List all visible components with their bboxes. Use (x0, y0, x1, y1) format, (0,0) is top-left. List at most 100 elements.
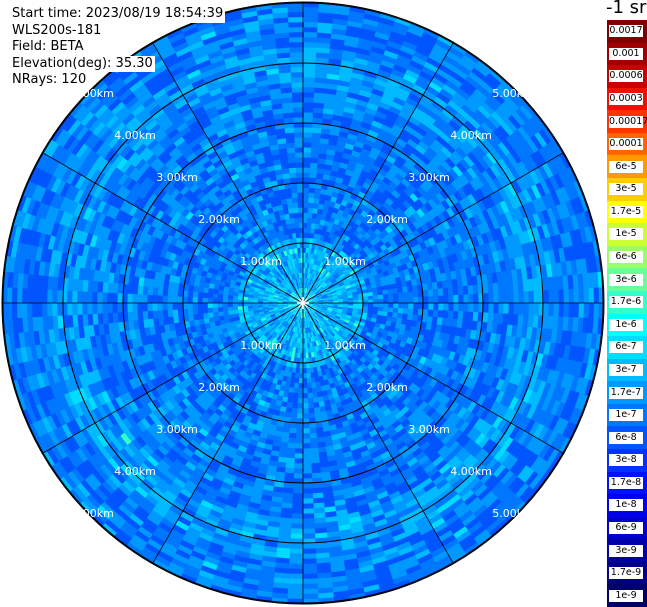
data-cell (303, 282, 306, 288)
data-cell (296, 306, 301, 312)
data-cell (302, 438, 311, 445)
data-cell (297, 403, 303, 409)
data-cell (307, 299, 314, 302)
data-cell (388, 303, 394, 309)
data-cell (116, 302, 123, 313)
data-cell (292, 483, 303, 490)
data-cell (306, 282, 309, 289)
data-cell (302, 403, 309, 409)
data-cell (312, 304, 319, 306)
data-cell (312, 299, 319, 302)
data-cell (302, 443, 311, 450)
data-cell (312, 298, 319, 301)
data-cell (300, 318, 303, 324)
data-cell (314, 290, 320, 295)
data-cell (311, 308, 317, 313)
data-cell (298, 373, 303, 379)
data-cell (207, 302, 213, 308)
data-cell (287, 298, 294, 301)
data-cell (311, 307, 318, 311)
data-cell (299, 307, 302, 314)
data-cell (298, 207, 304, 213)
data-cell (295, 438, 303, 445)
data-cell (313, 303, 319, 305)
data-cell (305, 352, 309, 359)
data-cell (141, 293, 148, 303)
data-cell (311, 286, 317, 292)
data-cell (317, 297, 324, 300)
data-cell (312, 305, 319, 308)
data-cell (312, 305, 319, 308)
data-cell (313, 287, 318, 293)
data-cell (303, 141, 313, 148)
data-cell (458, 303, 465, 313)
data-cell (290, 293, 296, 298)
data-cell (306, 306, 311, 311)
data-cell (433, 295, 439, 304)
data-cell (373, 303, 379, 308)
data-cell (362, 296, 369, 301)
data-cell (309, 310, 315, 315)
data-cell (308, 311, 313, 317)
data-cell (293, 310, 298, 316)
data-cell (304, 312, 307, 319)
data-cell (298, 293, 301, 299)
data-cell (300, 292, 303, 299)
data-cell (106, 302, 113, 314)
data-cell (212, 297, 218, 303)
data-cell (438, 295, 445, 304)
data-cell (294, 141, 304, 148)
data-cell (294, 296, 299, 301)
data-cell (306, 317, 309, 324)
data-cell (292, 304, 299, 307)
data-cell (296, 408, 303, 414)
data-cell (309, 284, 313, 290)
data-cell (302, 448, 311, 455)
data-cell (307, 305, 313, 308)
data-cell (296, 172, 304, 178)
data-cell (304, 317, 307, 324)
data-cell (453, 303, 460, 312)
data-cell (303, 287, 305, 293)
data-cell (302, 423, 310, 429)
data-cell (292, 301, 298, 303)
data-cell (305, 307, 308, 313)
data-cell (288, 307, 295, 311)
data-cell (293, 116, 304, 123)
data-cell (290, 309, 296, 314)
data-cell (303, 177, 311, 183)
data-cell (297, 312, 300, 318)
data-cell (317, 306, 323, 310)
data-cell (167, 302, 173, 311)
data-cell (423, 296, 429, 304)
data-cell (310, 292, 316, 297)
data-cell (311, 293, 317, 298)
data-cell (302, 508, 315, 515)
data-cell (312, 306, 318, 310)
data-cell (306, 295, 311, 300)
data-cell (247, 299, 253, 303)
data-cell (303, 318, 306, 324)
data-cell (172, 302, 178, 310)
data-cell (303, 192, 310, 198)
data-cell (306, 288, 309, 294)
data-cell (433, 303, 439, 311)
data-cell (306, 306, 311, 312)
data-cell (305, 287, 308, 294)
data-cell (305, 312, 308, 319)
data-cell (428, 303, 434, 311)
data-cell (307, 283, 311, 289)
data-cell (292, 290, 297, 296)
data-cell (368, 303, 374, 307)
data-cell (136, 302, 143, 312)
data-cell (306, 306, 312, 311)
data-cell (317, 295, 323, 299)
data-cell (136, 293, 143, 303)
data-cell (288, 295, 295, 299)
data-cell (299, 353, 303, 359)
data-cell (156, 294, 163, 303)
data-cell (192, 302, 198, 309)
data-cell (458, 294, 465, 304)
data-cell (126, 302, 133, 313)
data-cell (378, 303, 384, 308)
